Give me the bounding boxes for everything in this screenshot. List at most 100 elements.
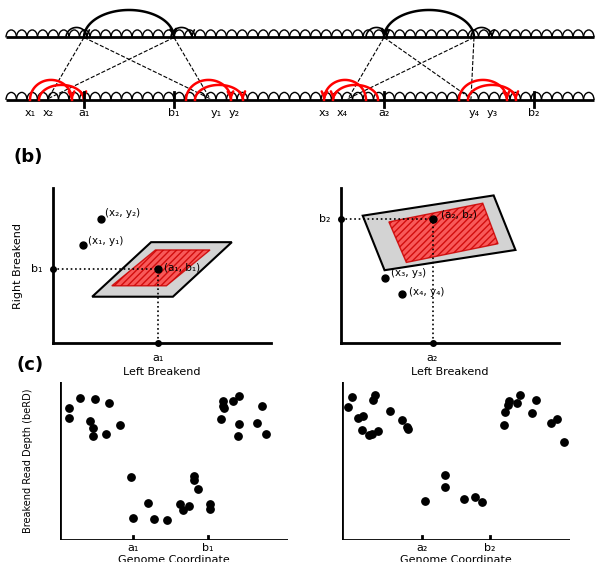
Text: b₁: b₁ [31, 264, 42, 274]
Text: y₃: y₃ [487, 108, 497, 118]
Point [218, 397, 227, 406]
Point [460, 495, 469, 504]
Point [88, 432, 98, 441]
Point [162, 516, 172, 525]
Point [206, 500, 215, 509]
Point [397, 416, 407, 425]
Point [205, 504, 215, 513]
Point [527, 408, 537, 417]
Point [477, 497, 487, 506]
Text: b₁: b₁ [168, 108, 180, 118]
Text: a₂: a₂ [416, 542, 427, 552]
Point [91, 394, 100, 403]
Point [358, 426, 367, 435]
Point [470, 492, 480, 501]
Point [261, 429, 271, 438]
Point [235, 419, 244, 428]
Point [104, 398, 114, 407]
Text: x₁: x₁ [25, 108, 35, 118]
Text: (c): (c) [17, 356, 44, 374]
Point [178, 506, 187, 515]
Point [385, 406, 395, 415]
Point [531, 395, 541, 404]
Point [367, 429, 376, 438]
Point [234, 392, 244, 401]
Polygon shape [112, 250, 210, 286]
Text: (x₂, y₂): (x₂, y₂) [105, 208, 140, 217]
Point [85, 416, 94, 425]
Point [552, 414, 562, 423]
Point [116, 420, 125, 429]
Point [500, 407, 509, 416]
Point [421, 497, 430, 506]
Text: b₁: b₁ [202, 542, 214, 552]
Point [403, 424, 413, 433]
Point [75, 393, 85, 402]
Polygon shape [363, 196, 515, 270]
Point [233, 431, 243, 440]
Point [218, 402, 227, 411]
Text: y₄: y₄ [469, 108, 479, 118]
Text: x₄: x₄ [337, 108, 347, 118]
Point [364, 430, 374, 439]
Point [504, 397, 514, 406]
Point [347, 392, 356, 401]
Text: a₁: a₁ [127, 542, 139, 552]
Text: b₂: b₂ [528, 108, 540, 118]
Point [193, 484, 203, 493]
Text: b₂: b₂ [319, 214, 330, 224]
Point [440, 483, 450, 492]
Point [559, 437, 568, 446]
Point [175, 499, 185, 508]
Text: x₂: x₂ [43, 108, 53, 118]
Point [546, 419, 556, 428]
Point [358, 412, 368, 421]
Point [252, 418, 262, 427]
Point [499, 421, 509, 430]
Text: Breakend Read Depth (beRD): Breakend Read Depth (beRD) [23, 388, 33, 533]
Text: (x₄, y₄): (x₄, y₄) [409, 287, 444, 297]
Point [257, 402, 267, 411]
Point [503, 401, 512, 410]
Point [216, 414, 226, 423]
Point [64, 414, 73, 423]
Point [101, 430, 110, 439]
Text: x₃: x₃ [319, 108, 329, 118]
Text: y₁: y₁ [211, 108, 221, 118]
Point [343, 402, 353, 411]
Text: a₂: a₂ [427, 353, 438, 363]
Text: a₂: a₂ [379, 108, 389, 118]
Point [403, 422, 412, 431]
Point [373, 427, 382, 436]
Text: (x₃, y₃): (x₃, y₃) [391, 269, 426, 278]
Polygon shape [389, 203, 498, 262]
Point [64, 404, 74, 413]
Text: Genome Coordinate: Genome Coordinate [400, 555, 512, 562]
Point [353, 414, 363, 423]
Point [149, 515, 158, 524]
Text: y₂: y₂ [229, 108, 239, 118]
Polygon shape [92, 242, 232, 297]
Point [143, 498, 153, 507]
Point [189, 472, 199, 481]
Text: (b): (b) [13, 148, 43, 166]
Point [440, 471, 450, 480]
Point [228, 397, 238, 406]
Point [219, 404, 229, 413]
Point [515, 391, 524, 400]
Point [128, 513, 138, 522]
Point [189, 475, 199, 484]
Text: Left Breakend: Left Breakend [123, 367, 201, 377]
Point [368, 395, 377, 404]
Text: b₂: b₂ [484, 542, 496, 552]
Text: (x₁, y₁): (x₁, y₁) [88, 235, 123, 246]
Text: (a₁, b₁): (a₁, b₁) [164, 262, 200, 272]
Text: a₁: a₁ [152, 353, 163, 363]
Point [88, 424, 98, 433]
Text: Right Breakend: Right Breakend [13, 223, 23, 309]
Point [127, 473, 136, 482]
Text: Left Breakend: Left Breakend [411, 367, 489, 377]
Text: (a₂, b₂): (a₂, b₂) [441, 209, 477, 219]
Point [512, 399, 522, 408]
Point [185, 501, 194, 510]
